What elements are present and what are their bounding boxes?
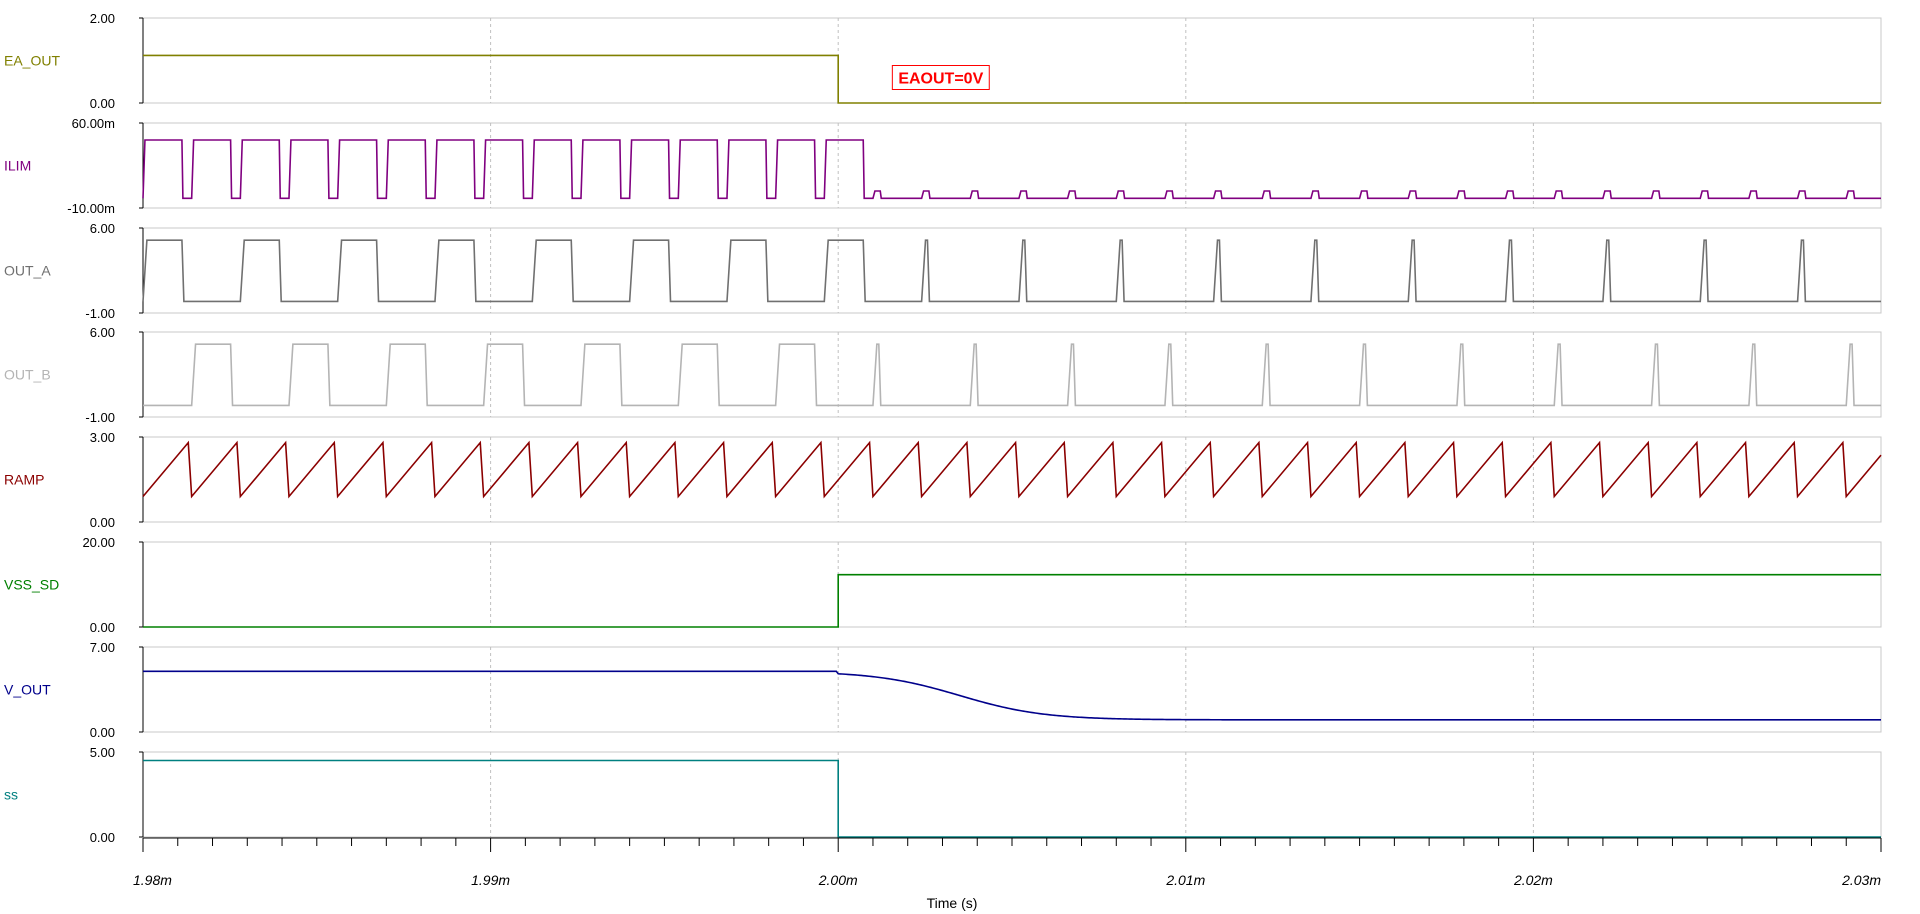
trace-line xyxy=(142,239,1881,303)
y-tick-label-min: 0.00 xyxy=(90,620,115,635)
trace-line xyxy=(143,573,1881,628)
trace-panel-v-out: 7.00 0.00 V_OUT xyxy=(4,640,1882,740)
trace-panel-out-b: 6.00 -1.00 OUT_B xyxy=(4,325,1882,425)
y-tick-label-min: 0.00 xyxy=(90,830,115,845)
trace-line xyxy=(143,54,1881,104)
y-tick-label-min: -10.00m xyxy=(67,201,115,216)
trace-label: V_OUT xyxy=(4,682,51,698)
trace-panels: 2.000.00EA_OUTEAOUT=0V60.00m-10.00mILIM6… xyxy=(4,11,1882,845)
trace-panel-ss: 5.00 0.00 ss xyxy=(4,745,1882,845)
trace-label: EA_OUT xyxy=(4,53,60,69)
x-axis-title: Time (s) xyxy=(927,895,978,911)
trace-line xyxy=(143,343,1881,407)
trace-panel-out-a: 6.00 -1.00 OUT_A xyxy=(4,221,1882,321)
trace-line xyxy=(143,759,1881,838)
y-tick-label-max: 7.00 xyxy=(90,640,115,655)
trace-label: ILIM xyxy=(4,158,31,174)
y-tick-label-max: 3.00 xyxy=(90,430,115,445)
trace-panel-vss-sd: 20.00 0.00 VSS_SD xyxy=(4,535,1882,635)
y-tick-label-min: 0.00 xyxy=(90,96,115,111)
annotation-box xyxy=(891,65,990,90)
trace-line xyxy=(143,670,1881,721)
x-tick-label: 2.02m xyxy=(1513,872,1553,888)
trace-label: OUT_B xyxy=(4,367,51,383)
trace-panel-ilim: 60.00m -10.00m ILIM xyxy=(4,116,1882,216)
panel-frame xyxy=(142,227,1882,314)
y-tick-label-max: 2.00 xyxy=(90,11,115,26)
y-tick-label-max: 6.00 xyxy=(90,221,115,236)
x-tick-label: 1.99m xyxy=(471,872,510,888)
trace-label: ss xyxy=(4,787,18,803)
y-tick-label-min: 0.00 xyxy=(90,515,115,530)
y-tick-label-min: -1.00 xyxy=(85,306,115,321)
y-tick-label-max: 20.00 xyxy=(82,535,115,550)
y-tick-label-max: 5.00 xyxy=(90,745,115,760)
panel-frame xyxy=(142,436,1882,523)
trace-line xyxy=(142,440,1882,499)
x-axis: 1.98m 1.99m 2.00m 2.01m 2.02m 2.03m Time (s) xyxy=(133,837,1882,911)
panel-frame xyxy=(142,646,1882,733)
y-tick-label-min: 0.00 xyxy=(90,725,115,740)
trace-line xyxy=(142,139,1881,200)
x-tick-label: 1.98m xyxy=(133,872,172,888)
x-tick-label: 2.01m xyxy=(1165,872,1205,888)
y-tick-label-max: 6.00 xyxy=(90,325,115,340)
trace-label: VSS_SD xyxy=(4,577,59,593)
x-tick-label: 2.00m xyxy=(818,872,858,888)
trace-panel-ea-out: 2.00 0.00 EA_OUT EAOUT=0V xyxy=(4,11,1882,111)
panel-frame xyxy=(142,17,1882,104)
trace-label: OUT_A xyxy=(4,263,51,279)
y-tick-label-max: 60.00m xyxy=(72,116,115,131)
panel-frame xyxy=(142,751,1882,838)
trace-label: RAMP xyxy=(4,472,44,488)
x-tick-label: 2.03m xyxy=(1841,872,1881,888)
annotation-label: EAOUT=0V xyxy=(898,71,983,88)
panel-frame xyxy=(142,541,1882,628)
y-tick-label-min: -1.00 xyxy=(85,410,115,425)
panel-frame xyxy=(142,122,1882,209)
trace-panel-ramp: 3.00 0.00 RAMP xyxy=(4,430,1882,530)
